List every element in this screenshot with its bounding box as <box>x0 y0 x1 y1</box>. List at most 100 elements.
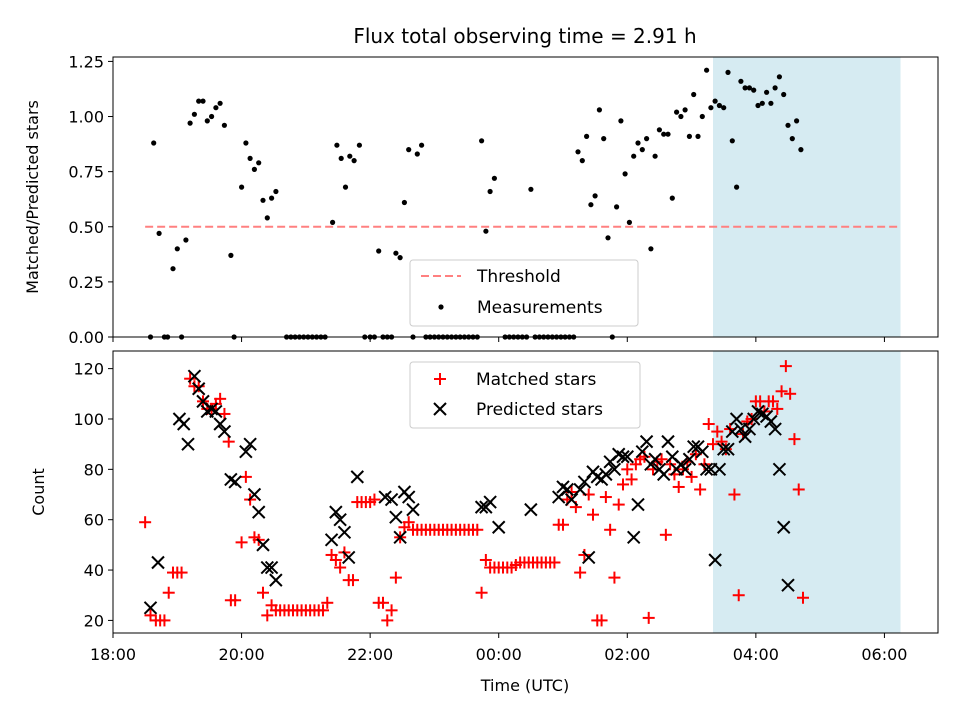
measurement-point <box>695 133 701 139</box>
matched-point <box>192 380 205 393</box>
measurement-point <box>682 107 688 113</box>
bottom-legend: Matched stars Predicted stars <box>409 361 641 429</box>
matched-point <box>621 463 634 476</box>
measurement-point <box>264 215 270 221</box>
x-tick-label: 04:00 <box>733 645 779 664</box>
measurement-point <box>251 166 257 172</box>
measurement-point <box>269 195 275 201</box>
legend-measurements-label: Measurements <box>477 298 603 318</box>
bottom-panel: 20 40 60 80 100 120 18:00 20:00 22:00 00:00 02:00… <box>29 350 939 695</box>
measurement-point <box>196 98 202 104</box>
predicted-point <box>712 462 727 477</box>
bottom-legend-box <box>409 361 641 429</box>
matched-point <box>659 528 672 541</box>
y-tick-label: 60 <box>84 511 104 530</box>
measurement-point <box>156 230 162 236</box>
measurement-point <box>746 85 753 91</box>
matched-point <box>385 604 398 617</box>
measurement-point <box>174 246 180 252</box>
predicted-point <box>260 560 274 575</box>
predicted-point <box>337 525 352 539</box>
predicted-point <box>599 467 613 482</box>
predicted-point <box>725 424 739 439</box>
measurement-point <box>721 105 727 111</box>
measurement-point <box>338 155 344 161</box>
predicted-point <box>151 555 165 570</box>
matched-point <box>574 566 587 579</box>
predicted-point <box>620 450 634 464</box>
measurement-point <box>588 202 594 208</box>
measurement-point <box>678 113 684 120</box>
predicted-point <box>350 470 364 484</box>
measurement-point <box>768 100 774 106</box>
measurement-point <box>575 149 581 155</box>
measurement-point <box>605 235 611 241</box>
matched-point <box>239 470 252 483</box>
matched-point <box>625 473 638 486</box>
x-tick-label: 06:00 <box>861 645 907 664</box>
matched-point <box>788 433 801 446</box>
measurement-point <box>751 87 757 93</box>
top-axes-frame <box>112 56 939 338</box>
y-tick-label: 0.00 <box>68 328 104 347</box>
matched-point <box>402 516 415 529</box>
matched-point <box>389 571 402 584</box>
predicted-point <box>389 510 403 524</box>
predicted-point <box>213 417 227 431</box>
predicted-point <box>616 450 630 464</box>
y-tick-label: 1.25 <box>68 52 104 71</box>
measurement-point <box>665 131 671 137</box>
measurement-point <box>170 266 176 272</box>
predicted-point <box>657 467 671 482</box>
matched-point <box>732 589 745 602</box>
matched-point <box>707 438 719 451</box>
matched-point <box>381 614 394 627</box>
measurement-point <box>596 107 603 113</box>
matched-point <box>218 407 231 420</box>
measurement-point <box>708 105 714 111</box>
predicted-point <box>772 462 787 477</box>
predicted-point <box>678 462 692 477</box>
predicted-point <box>648 452 662 466</box>
measurement-point <box>204 118 210 124</box>
matched-point <box>599 491 612 504</box>
measurement-point <box>334 142 340 148</box>
predicted-point <box>631 497 645 512</box>
matched-point <box>655 453 668 466</box>
top-legend-box <box>409 259 639 327</box>
predicted-point <box>256 538 270 552</box>
predicted-point <box>187 369 202 383</box>
y-tick-label: 40 <box>84 561 104 580</box>
predicted-point <box>695 445 709 459</box>
bottom-axes-frame <box>112 350 939 634</box>
predicted-point <box>402 490 416 504</box>
x-tick-label: 00:00 <box>476 645 522 664</box>
predicted-point <box>661 434 675 449</box>
measurement-point <box>699 113 705 120</box>
measurement-point <box>618 118 624 124</box>
measurement-point <box>217 100 223 106</box>
matched-stars-points <box>139 360 809 627</box>
y-tick-label: 80 <box>84 460 104 479</box>
top-panel: 0.00 0.25 0.50 0.75 1.00 1.25 Matched/Predict… <box>23 52 939 347</box>
matched-point <box>321 596 334 609</box>
predicted-point <box>708 553 722 567</box>
measurement-point <box>725 69 731 75</box>
measurement-point <box>785 122 791 128</box>
matched-point <box>139 516 152 529</box>
matched-point <box>767 395 779 408</box>
predicted-point <box>635 445 649 459</box>
predicted-point <box>729 412 744 426</box>
y-tick-label: 100 <box>73 410 104 429</box>
predicted-point <box>687 439 701 454</box>
matched-point <box>471 523 484 536</box>
measurement-point <box>592 193 598 199</box>
matched-point <box>595 614 608 627</box>
predicted-point <box>483 495 497 509</box>
legend-matched-swatch <box>434 373 446 385</box>
predicted-point <box>247 487 262 502</box>
measurement-point <box>419 142 425 148</box>
measurement-point <box>243 140 249 146</box>
measurement-point <box>661 131 667 137</box>
predicted-point <box>492 520 506 534</box>
